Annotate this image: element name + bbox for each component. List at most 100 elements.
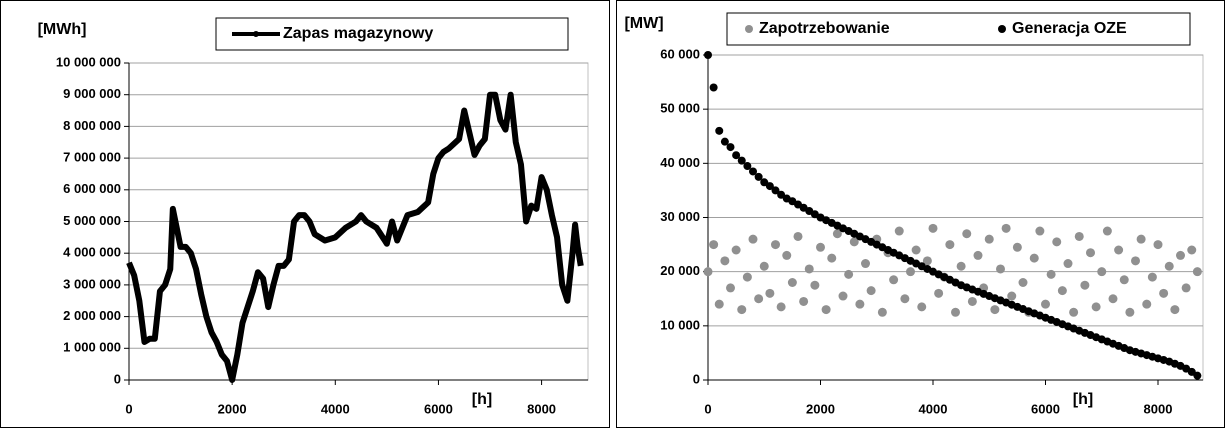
y-tick-label: 10 000 [660, 317, 700, 332]
data-point [816, 242, 825, 252]
data-point [1159, 288, 1169, 298]
data-point [709, 83, 718, 92]
data-point [911, 245, 921, 255]
data-point [771, 186, 780, 195]
data-point [861, 259, 870, 269]
data-point [754, 294, 764, 304]
data-point [1136, 234, 1146, 244]
data-point [1164, 261, 1174, 271]
data-point [799, 296, 809, 306]
data-point [726, 283, 735, 293]
y-tick-label: 0 [114, 371, 121, 386]
data-point [956, 261, 966, 271]
data-line [126, 91, 584, 383]
y-tick-label: 1 000 000 [63, 340, 121, 355]
data-point [703, 267, 713, 277]
x-tick-label: 0 [125, 401, 132, 416]
data-point [1176, 250, 1185, 260]
data-point [1119, 275, 1129, 285]
data-point [720, 137, 729, 146]
data-point [1046, 269, 1056, 279]
data-point [922, 256, 932, 266]
y-axis-label: [MW] [624, 15, 663, 32]
data-point [1102, 226, 1112, 236]
data-point [1181, 283, 1191, 293]
y-tick-label: 5 000 000 [63, 213, 121, 228]
legend-label: Zapotrzebowanie [759, 20, 890, 37]
x-tick-label: 8000 [527, 401, 556, 416]
data-point [1147, 272, 1157, 282]
data-point [962, 229, 972, 239]
data-point [917, 302, 927, 312]
data-point [714, 299, 724, 309]
x-tick-label: 8000 [1144, 401, 1173, 416]
data-point [1069, 307, 1079, 317]
data-point [787, 278, 797, 287]
legend-label: Generacja OZE [1012, 20, 1127, 37]
data-point [1052, 237, 1062, 247]
y-tick-label: 30 000 [660, 209, 700, 224]
data-point [889, 275, 899, 285]
x-tick-label: 0 [704, 401, 711, 416]
y-tick-label: 6 000 000 [63, 181, 121, 196]
data-point [1153, 240, 1163, 250]
data-point [810, 280, 820, 290]
y-tick-label: 10 000 000 [56, 54, 121, 69]
legend-symbol [745, 25, 753, 33]
data-point [749, 167, 757, 176]
y-tick-label: 0 [693, 371, 700, 386]
data-point [832, 229, 842, 239]
data-point [1142, 299, 1152, 309]
data-point [765, 288, 775, 298]
data-point [732, 151, 741, 160]
data-point [1057, 286, 1067, 296]
legend-symbol [998, 25, 1006, 33]
x-tick-label: 6000 [1031, 401, 1060, 416]
data-point [704, 51, 712, 59]
data-point [720, 256, 730, 266]
legend-box [726, 12, 1191, 46]
data-point [1170, 305, 1180, 315]
data-point [765, 182, 774, 191]
x-axis-label: [h] [472, 391, 492, 408]
data-point [900, 294, 910, 304]
data-point [990, 305, 1000, 315]
data-point [771, 240, 780, 250]
data-point [945, 240, 955, 250]
data-point [821, 305, 831, 315]
data-point [743, 162, 752, 171]
data-point [866, 286, 876, 296]
data-point [1187, 245, 1197, 255]
x-tick-label: 2000 [806, 401, 835, 416]
y-tick-label: 8 000 000 [63, 118, 121, 133]
y-tick-label: 9 000 000 [63, 86, 121, 101]
data-point [906, 267, 915, 277]
data-point [804, 264, 814, 274]
y-tick-label: 4 000 000 [63, 245, 121, 260]
data-point [1114, 245, 1124, 255]
x-axis-label: [h] [1073, 391, 1093, 408]
data-point [760, 178, 769, 187]
data-point [742, 272, 752, 282]
data-point [973, 250, 983, 260]
data-point [1187, 367, 1196, 376]
data-point [1080, 280, 1090, 290]
data-point [731, 245, 741, 255]
data-point [894, 226, 904, 236]
data-point [777, 190, 786, 199]
data-point [1086, 248, 1095, 258]
x-tick-label: 6000 [424, 401, 453, 416]
data-point [726, 143, 735, 152]
data-point [849, 237, 859, 247]
data-point [1029, 253, 1039, 263]
y-tick-label: 20 000 [660, 263, 700, 278]
legend-symbol [253, 31, 259, 37]
data-point [776, 302, 786, 312]
data-point [1063, 259, 1073, 269]
data-point [1193, 371, 1202, 380]
y-tick-label: 2 000 000 [63, 308, 121, 323]
data-point [1131, 256, 1140, 266]
data-point [934, 288, 944, 298]
data-point [793, 231, 803, 241]
